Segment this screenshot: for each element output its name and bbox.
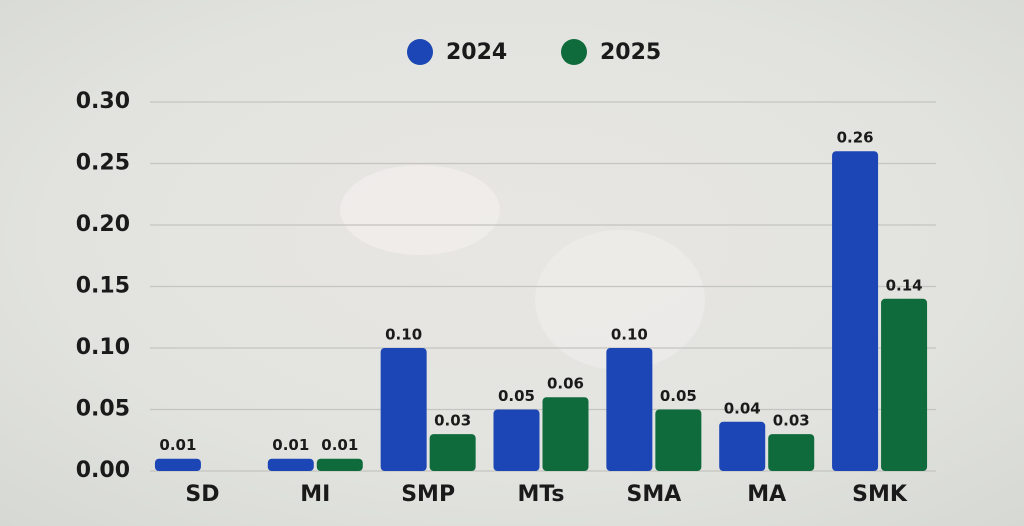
legend-label: 2025 <box>600 40 661 65</box>
legend-swatch <box>407 39 433 65</box>
value-label: 0.03 <box>434 412 471 430</box>
value-label: 0.01 <box>321 436 358 454</box>
bar <box>542 397 589 471</box>
value-label: 0.01 <box>159 436 196 454</box>
x-tick-label: MI <box>300 482 330 507</box>
y-tick-label: 0.25 <box>76 151 130 176</box>
bar <box>655 409 702 471</box>
bar <box>429 434 476 471</box>
x-tick-label: SMA <box>626 482 681 507</box>
bar <box>493 409 540 471</box>
y-tick-label: 0.05 <box>76 397 130 422</box>
bar <box>881 298 928 471</box>
x-tick-label: MA <box>747 482 786 507</box>
value-label: 0.14 <box>886 276 923 294</box>
bar <box>768 434 815 471</box>
bar <box>832 151 879 471</box>
bar <box>154 458 201 471</box>
bar <box>267 458 314 471</box>
y-tick-label: 0.30 <box>76 89 130 114</box>
value-label: 0.01 <box>272 436 309 454</box>
bar <box>719 421 766 471</box>
y-tick-label: 0.20 <box>76 212 130 237</box>
value-label: 0.10 <box>611 326 648 344</box>
value-label: 0.03 <box>773 412 810 430</box>
value-label: 0.05 <box>660 387 697 405</box>
x-tick-label: SMK <box>852 482 908 507</box>
bar <box>380 348 427 471</box>
bar <box>606 348 653 471</box>
y-tick-label: 0.15 <box>76 274 130 299</box>
background-decor <box>535 230 705 370</box>
y-tick-label: 0.00 <box>76 458 130 483</box>
bar <box>316 458 363 471</box>
x-tick-label: SD <box>185 482 219 507</box>
x-tick-label: MTs <box>517 482 564 507</box>
legend-label: 2024 <box>446 40 507 65</box>
y-tick-label: 0.10 <box>76 335 130 360</box>
legend-swatch <box>561 39 587 65</box>
value-label: 0.26 <box>837 129 874 147</box>
value-label: 0.04 <box>724 399 761 417</box>
value-label: 0.05 <box>498 387 535 405</box>
value-label: 0.10 <box>385 326 422 344</box>
value-label: 0.06 <box>547 375 584 393</box>
background-decor <box>340 165 500 255</box>
x-tick-label: SMP <box>401 482 455 507</box>
